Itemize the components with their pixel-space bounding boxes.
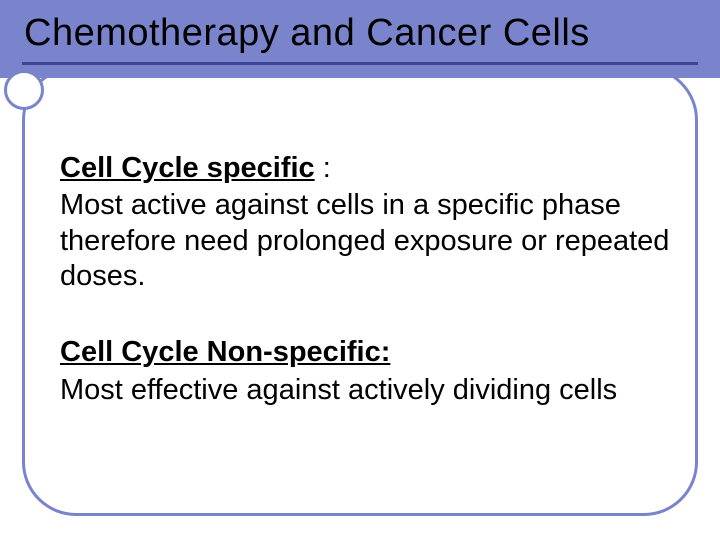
section-body: Most effective against actively dividing… xyxy=(60,373,670,408)
content-area: Cell Cycle specific : Most active agains… xyxy=(60,150,670,448)
section-cell-cycle-specific: Cell Cycle specific : Most active agains… xyxy=(60,150,670,294)
section-heading-row: Cell Cycle Non-specific: xyxy=(60,334,670,370)
accent-circle xyxy=(4,70,44,110)
section-heading: Cell Cycle specific xyxy=(60,152,315,184)
section-heading-suffix: : xyxy=(315,152,331,184)
section-cell-cycle-non-specific: Cell Cycle Non-specific: Most effective … xyxy=(60,334,670,408)
section-body: Most active against cells in a specific … xyxy=(60,188,670,294)
title-underline xyxy=(22,62,698,65)
slide-title: Chemotherapy and Cancer Cells xyxy=(24,12,590,55)
section-heading: Cell Cycle Non-specific: xyxy=(60,336,390,368)
section-heading-row: Cell Cycle specific : xyxy=(60,150,670,186)
